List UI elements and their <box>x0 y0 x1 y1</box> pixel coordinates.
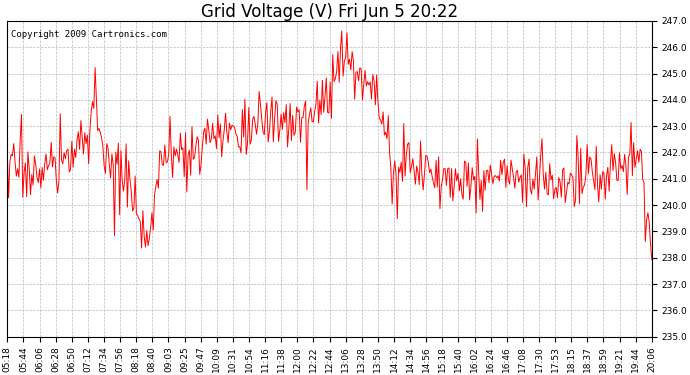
Text: Copyright 2009 Cartronics.com: Copyright 2009 Cartronics.com <box>10 30 166 39</box>
Title: Grid Voltage (V) Fri Jun 5 20:22: Grid Voltage (V) Fri Jun 5 20:22 <box>201 3 458 21</box>
